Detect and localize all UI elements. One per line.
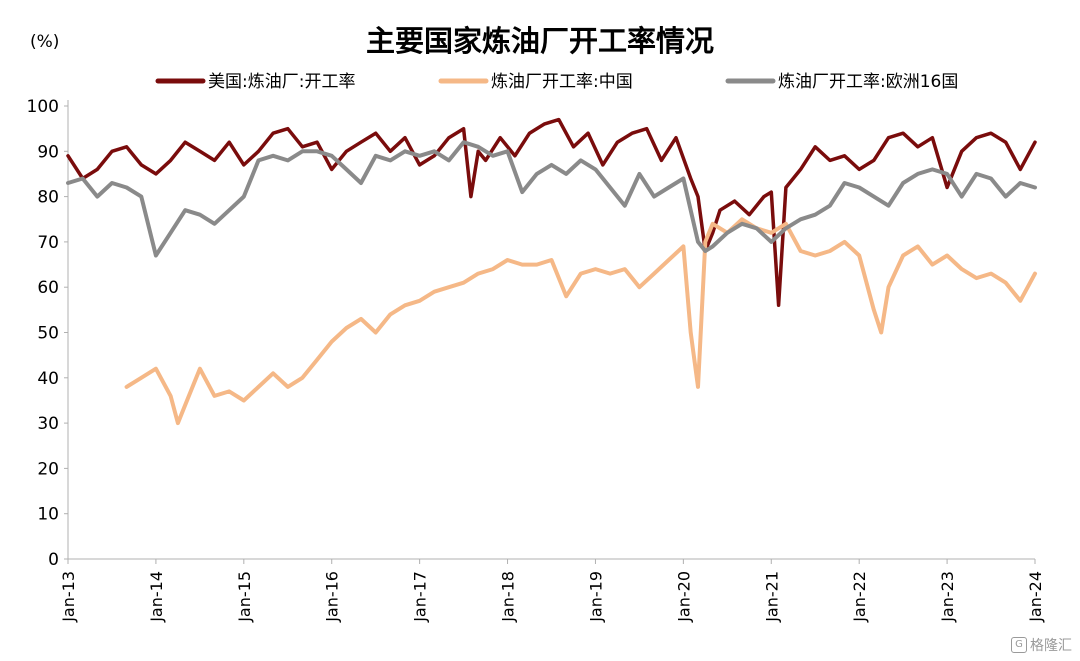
y-tick-label: 30 <box>37 414 59 434</box>
x-tick-label: Jan-14 <box>147 571 166 623</box>
series-line-1 <box>66 117 1037 308</box>
series-line-3 <box>66 140 1037 258</box>
x-tick-label: Jan-20 <box>674 571 693 623</box>
legend-label-2: 炼油厂开工率:中国 <box>491 72 633 92</box>
y-tick-label: 40 <box>37 369 59 389</box>
x-tick-label: Jan-19 <box>586 571 605 623</box>
y-tick-label: 60 <box>37 278 59 298</box>
legend-label-1: 美国:炼油厂:开工率 <box>208 72 355 92</box>
watermark: G 格隆汇 <box>1011 635 1072 655</box>
x-tick-label: Jan-16 <box>323 571 342 623</box>
y-tick-label: 10 <box>37 505 59 525</box>
y-tick-label: 20 <box>37 459 59 479</box>
chart-title: 主要国家炼油厂开工率情况 <box>365 24 714 58</box>
legend-label-3: 炼油厂开工率:欧洲16国 <box>778 72 958 92</box>
watermark-text: 格隆汇 <box>1030 638 1072 654</box>
x-tick-label: Jan-24 <box>1026 571 1045 623</box>
y-tick-label: 50 <box>37 324 59 344</box>
y-tick-label: 0 <box>48 550 59 570</box>
y-tick-label: 100 <box>27 97 59 117</box>
series-line-2 <box>124 217 1037 426</box>
x-tick-label: Jan-18 <box>499 571 518 623</box>
y-tick-label: 90 <box>37 142 59 162</box>
x-tick-label: Jan-22 <box>850 571 869 623</box>
watermark-logo-icon: G <box>1011 637 1027 653</box>
x-tick-label: Jan-21 <box>762 571 781 623</box>
y-axis-unit-label: (%) <box>30 32 60 52</box>
y-tick-label: 70 <box>37 233 59 253</box>
x-tick-label: Jan-13 <box>59 571 78 623</box>
x-tick-label: Jan-23 <box>938 571 957 623</box>
x-tick-label: Jan-17 <box>411 571 430 623</box>
y-tick-label: 80 <box>37 188 59 208</box>
x-tick-label: Jan-15 <box>235 571 254 623</box>
